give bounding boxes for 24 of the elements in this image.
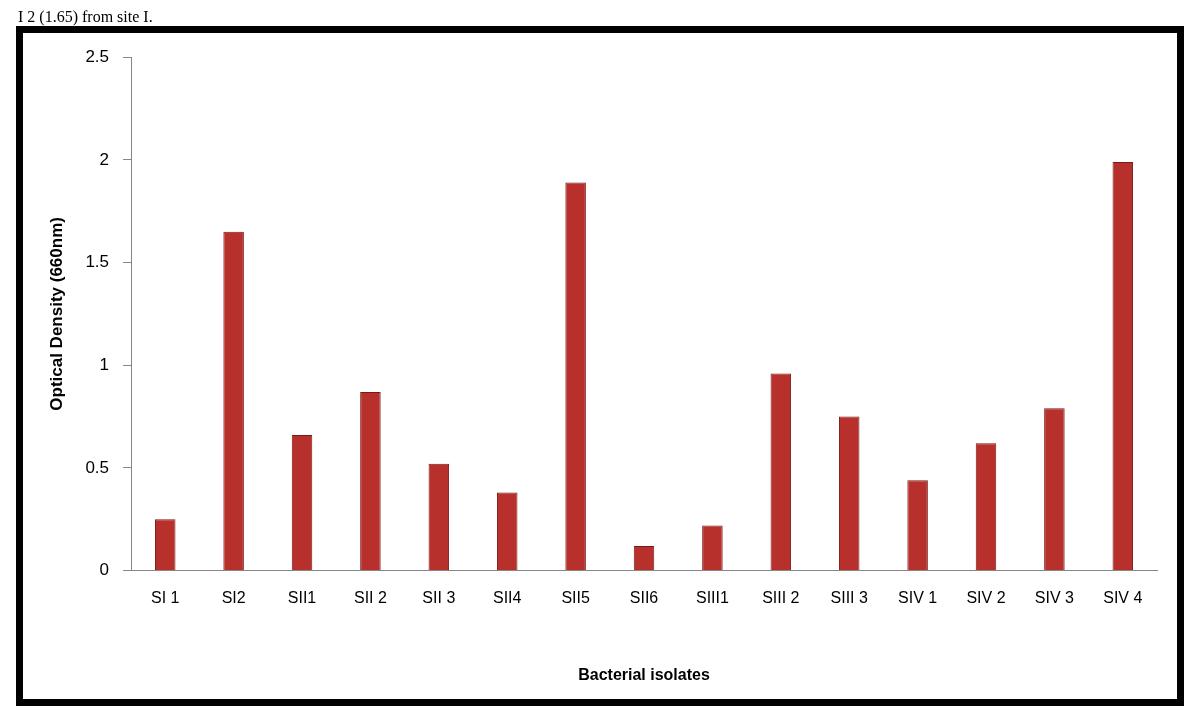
text: I 2 (1.65) from site I. — [18, 8, 154, 26]
x-tick-label: SII5 — [561, 588, 590, 606]
x-tick-label: SIV 4 — [1103, 588, 1143, 606]
x-tick-label: SII 2 — [353, 588, 387, 606]
x-tick-label: SIII 3 — [830, 588, 868, 606]
x-tick-label: SIII 2 — [762, 588, 800, 606]
x-tick-label: SII4 — [492, 588, 522, 606]
x-tick-label: SIV 3 — [1034, 588, 1075, 606]
y-tick-label: 1 — [99, 354, 110, 374]
y-tick-label: 0 — [99, 560, 110, 580]
y-axis-title: Optical Density (660nm) — [46, 217, 66, 411]
x-tick-label: SIV 2 — [966, 588, 1006, 606]
x-tick-label: SIII1 — [695, 588, 729, 606]
y-tick-label: 2 — [99, 149, 110, 169]
x-axis-title: Bacterial isolates — [578, 665, 710, 683]
x-tick-label: SII6 — [629, 588, 659, 606]
y-tick-label: 2.5 — [85, 46, 110, 66]
x-tick-label: SI2 — [221, 588, 246, 606]
y-tick-label: 1.5 — [85, 252, 110, 272]
x-tick-label: SIV 1 — [898, 588, 938, 606]
x-tick-label: SII 3 — [422, 588, 456, 606]
x-tick-label: SII1 — [287, 588, 317, 606]
x-tick-label: SI 1 — [151, 588, 180, 606]
y-tick-label: 0.5 — [85, 457, 110, 477]
